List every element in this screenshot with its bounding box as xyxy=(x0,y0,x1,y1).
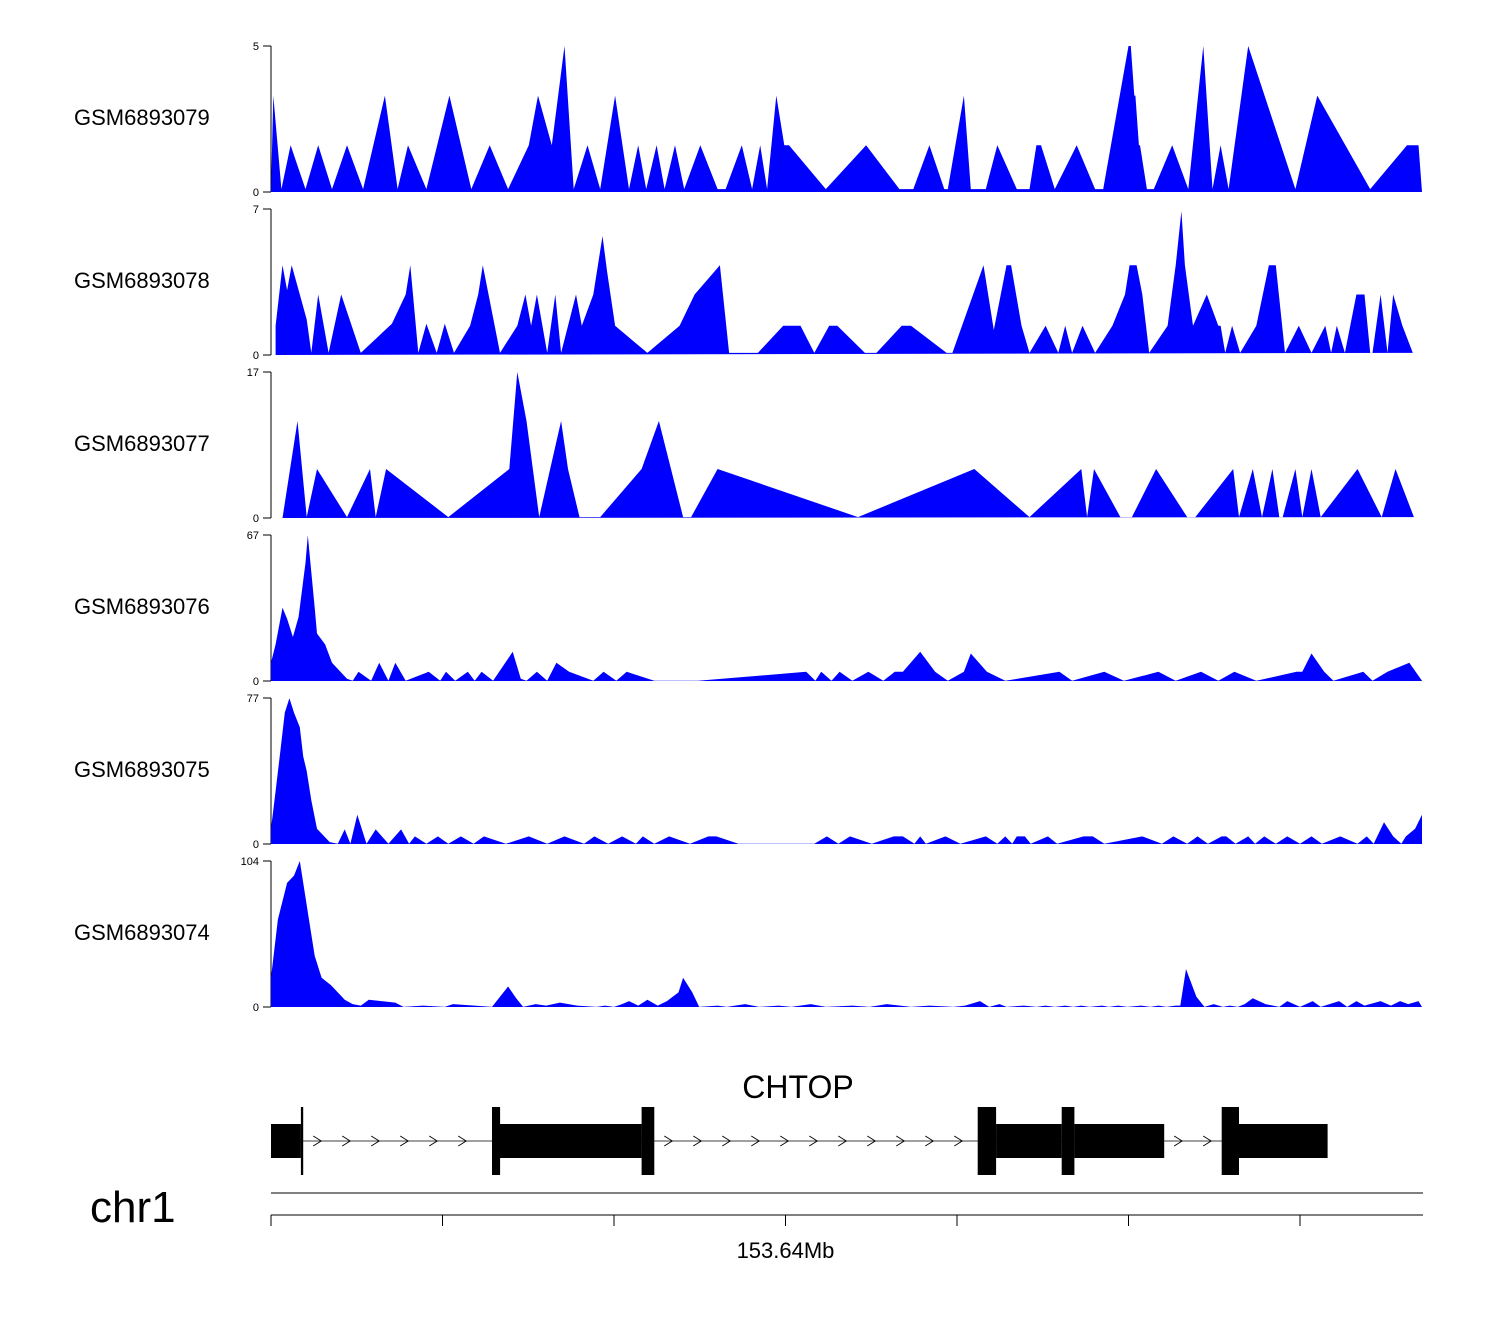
exon-block xyxy=(977,1107,997,1175)
gene-model xyxy=(271,1107,1328,1175)
track-label: GSM6893075 xyxy=(74,757,210,782)
coverage-area xyxy=(271,861,1422,1007)
exon-block xyxy=(641,1107,655,1175)
exon-block xyxy=(300,1107,304,1175)
strand-arrow xyxy=(370,1135,381,1147)
track-label: GSM6893074 xyxy=(74,920,210,945)
coverage-track: GSM6893077 0 17 xyxy=(74,367,1414,525)
coverage-track: GSM6893076 0 67 xyxy=(74,530,1422,688)
strand-arrow xyxy=(838,1135,848,1147)
coverage-area xyxy=(271,372,1414,518)
y-tick-label: 67 xyxy=(247,530,259,542)
y-tick-label: 0 xyxy=(253,350,259,362)
strand-arrow xyxy=(693,1135,703,1147)
strand-arrow xyxy=(867,1135,877,1147)
coverage-track: GSM6893078 0 7 xyxy=(74,204,1413,362)
exon-block xyxy=(492,1107,501,1175)
y-tick-label: 0 xyxy=(253,513,259,525)
coverage-area xyxy=(271,211,1413,355)
track-label: GSM6893076 xyxy=(74,594,210,619)
strand-arrow xyxy=(664,1135,674,1147)
coverage-track: GSM6893074 0 104 xyxy=(74,856,1422,1014)
y-tick-label: 0 xyxy=(253,1002,259,1014)
y-tick-label: 17 xyxy=(247,367,259,379)
strand-arrow xyxy=(925,1135,935,1147)
strand-arrow xyxy=(722,1135,732,1147)
y-tick-label: 7 xyxy=(253,204,259,216)
exon-block xyxy=(996,1124,1062,1158)
exon-block xyxy=(500,1124,642,1158)
y-tick-label: 0 xyxy=(253,676,259,688)
y-tick-label: 0 xyxy=(253,187,259,199)
axis-ticks: 153.64Mb xyxy=(270,1215,1301,1263)
strand-arrow xyxy=(1173,1135,1184,1147)
y-tick-label: 104 xyxy=(241,856,259,868)
exon-block xyxy=(1061,1107,1075,1175)
coverage-area xyxy=(271,535,1422,681)
strand-arrow xyxy=(428,1135,439,1147)
exon-block xyxy=(1074,1124,1165,1158)
strand-arrow xyxy=(896,1135,906,1147)
strand-arrow xyxy=(1202,1135,1213,1147)
genome-axis: chr1 153.64Mb xyxy=(90,1183,1423,1263)
coverage-track: GSM6893079 0 5 xyxy=(74,41,1422,199)
strand-arrow xyxy=(780,1135,790,1147)
strand-arrow xyxy=(312,1135,323,1147)
gene-name-label: CHTOP xyxy=(742,1069,853,1105)
track-label: GSM6893077 xyxy=(74,431,210,456)
coverage-area xyxy=(271,46,1422,192)
y-tick-label: 77 xyxy=(247,693,259,705)
chromosome-label: chr1 xyxy=(90,1183,176,1232)
coverage-area xyxy=(271,698,1422,844)
track-label: GSM6893079 xyxy=(74,105,210,130)
strand-arrow xyxy=(341,1135,352,1147)
strand-arrow xyxy=(399,1135,410,1147)
y-tick-label: 0 xyxy=(253,839,259,851)
strand-arrow xyxy=(457,1135,468,1147)
strand-arrow xyxy=(751,1135,761,1147)
exon-block xyxy=(271,1124,301,1158)
track-label: GSM6893078 xyxy=(74,268,210,293)
coverage-tracks: GSM689307905GSM689307807GSM6893077017GSM… xyxy=(74,41,1422,1014)
exon-block xyxy=(1239,1124,1328,1158)
strand-arrow xyxy=(954,1135,964,1147)
exon-block xyxy=(1221,1107,1239,1175)
strand-arrow xyxy=(809,1135,819,1147)
gene-track: CHTOP xyxy=(271,1069,1328,1175)
coverage-track: GSM6893075 0 77 xyxy=(74,693,1422,851)
axis-tick-label: 153.64Mb xyxy=(737,1238,835,1263)
y-tick-label: 5 xyxy=(253,41,259,53)
